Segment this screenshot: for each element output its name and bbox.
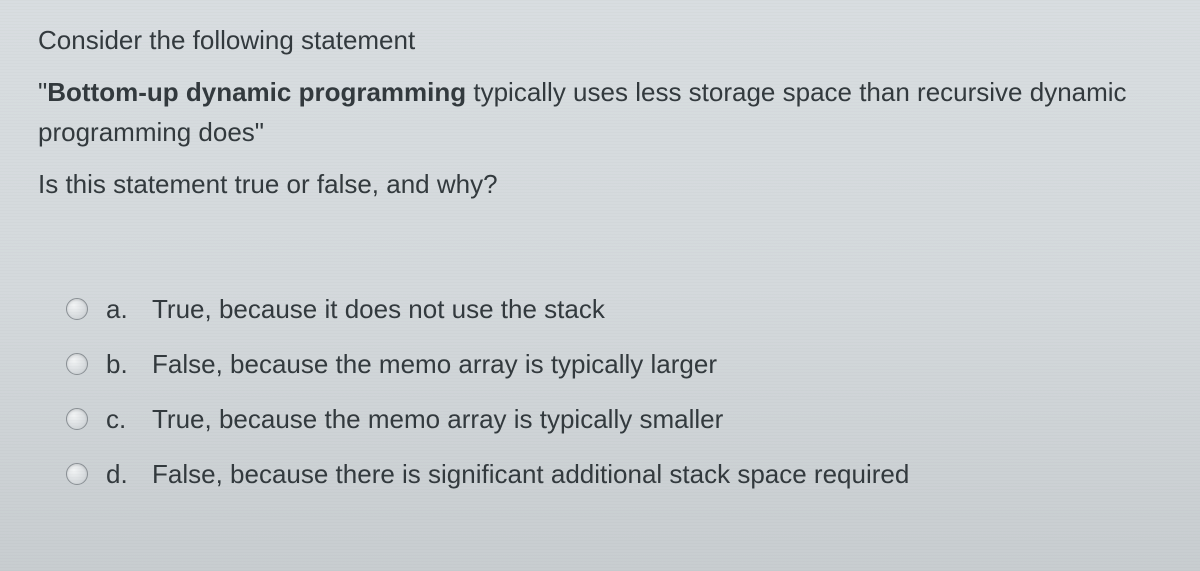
option-row[interactable]: a. True, because it does not use the sta… <box>66 294 1162 325</box>
radio-icon[interactable] <box>66 298 88 320</box>
statement-bold: Bottom-up dynamic programming <box>47 77 466 107</box>
question-prompt: Is this statement true or false, and why… <box>38 166 1162 204</box>
option-letter: b. <box>106 349 134 380</box>
question-intro: Consider the following statement <box>38 22 1162 60</box>
radio-icon[interactable] <box>66 408 88 430</box>
option-text: True, because the memo array is typicall… <box>152 404 723 435</box>
options-list: a. True, because it does not use the sta… <box>38 294 1162 490</box>
radio-icon[interactable] <box>66 353 88 375</box>
option-row[interactable]: c. True, because the memo array is typic… <box>66 404 1162 435</box>
radio-icon[interactable] <box>66 463 88 485</box>
quote-open: " <box>38 77 47 107</box>
option-row[interactable]: b. False, because the memo array is typi… <box>66 349 1162 380</box>
option-letter: d. <box>106 459 134 490</box>
option-text: False, because there is significant addi… <box>152 459 909 490</box>
option-row[interactable]: d. False, because there is significant a… <box>66 459 1162 490</box>
option-letter: c. <box>106 404 134 435</box>
option-text: False, because the memo array is typical… <box>152 349 717 380</box>
option-text: True, because it does not use the stack <box>152 294 605 325</box>
option-letter: a. <box>106 294 134 325</box>
question-statement: "Bottom-up dynamic programming typically… <box>38 72 1162 153</box>
